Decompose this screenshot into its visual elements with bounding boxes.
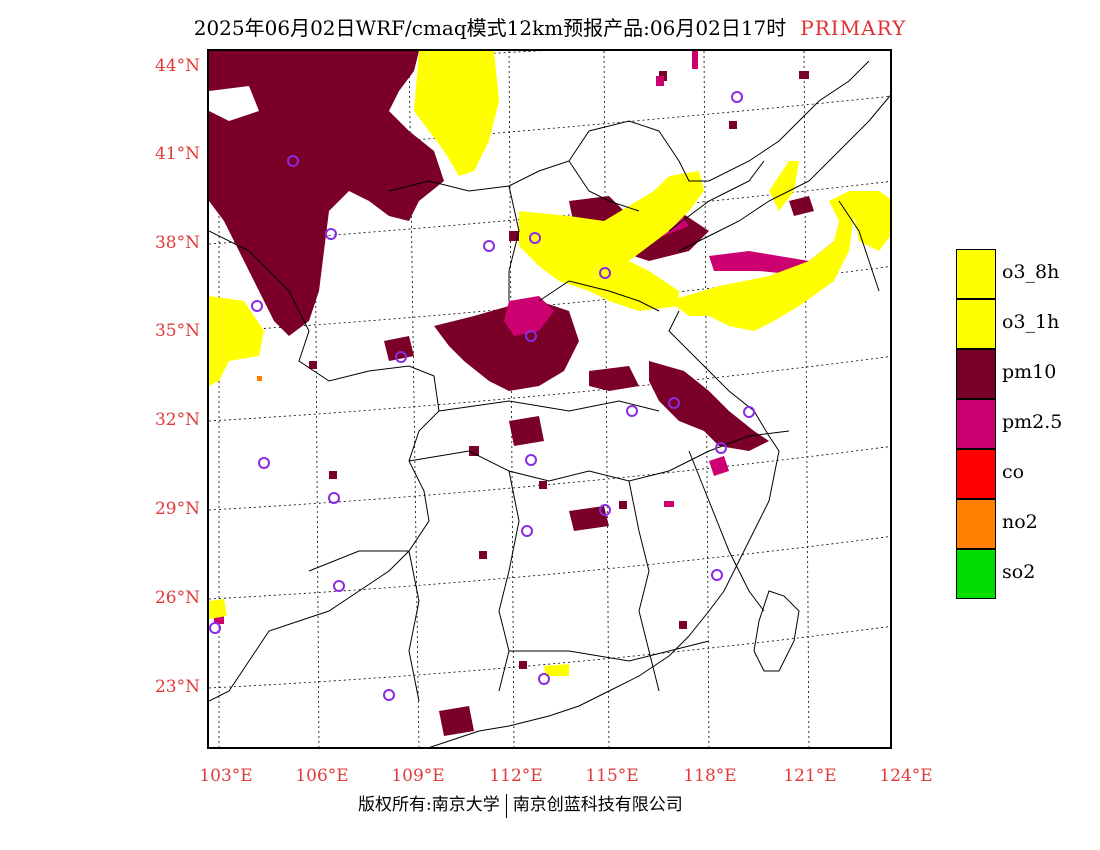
lat-label-32: 32°N [154,410,200,430]
map-canvas [209,51,890,747]
legend-swatch-o3-8h [956,249,996,299]
pm10-areas [209,51,814,736]
lon-label-109: 109°E [391,766,445,786]
station-markers [209,91,755,701]
legend-swatch-o3-1h [956,299,996,349]
coastline [429,95,890,747]
lat-label-29: 29°N [154,499,200,519]
lon-label-124: 124°E [879,766,933,786]
footer-left: 版权所有:南京大学 [358,795,500,815]
legend-label: o3_8h [1002,261,1060,283]
lon-label-121: 121°E [783,766,837,786]
lat-label-44: 44°N [154,56,200,76]
lon-label-118: 118°E [683,766,737,786]
legend-swatch-co [956,449,996,499]
lat-label-38: 38°N [154,233,200,253]
legend-label: o3_1h [1002,311,1060,333]
forecast-map [207,49,892,749]
legend-label: no2 [1002,511,1038,533]
lon-label-106: 106°E [295,766,349,786]
boundaries [209,60,870,702]
footer-right: 南京创蓝科技有限公司 [512,795,683,815]
footer-separator [505,793,507,818]
o3-areas [209,51,890,676]
title-primary-tag: PRIMARY [800,16,907,40]
legend-label: pm10 [1002,361,1057,383]
legend-swatch-pm25 [956,399,996,449]
legend-swatch-no2 [956,499,996,549]
legend-label: pm2.5 [1002,411,1063,433]
legend-swatch-so2 [956,549,996,599]
legend-label: co [1002,461,1025,483]
lon-label-103: 103°E [199,766,253,786]
legend-label: so2 [1002,561,1036,583]
lat-label-26: 26°N [154,588,200,608]
lat-label-41: 41°N [154,144,200,164]
lat-label-23: 23°N [154,677,200,697]
lon-label-115: 115°E [585,766,639,786]
map-title: 2025年06月02日WRF/cmaq模式12km预报产品:06月02日17时 P… [0,12,1100,41]
lat-label-35: 35°N [154,321,200,341]
copyright-footer: 版权所有:南京大学 南京创蓝科技有限公司 [358,790,683,818]
title-main: 2025年06月02日WRF/cmaq模式12km预报产品:06月02日17时 [193,16,787,40]
legend-swatch-pm10 [956,349,996,399]
lon-label-112: 112°E [489,766,543,786]
no2-pixel [257,376,262,381]
